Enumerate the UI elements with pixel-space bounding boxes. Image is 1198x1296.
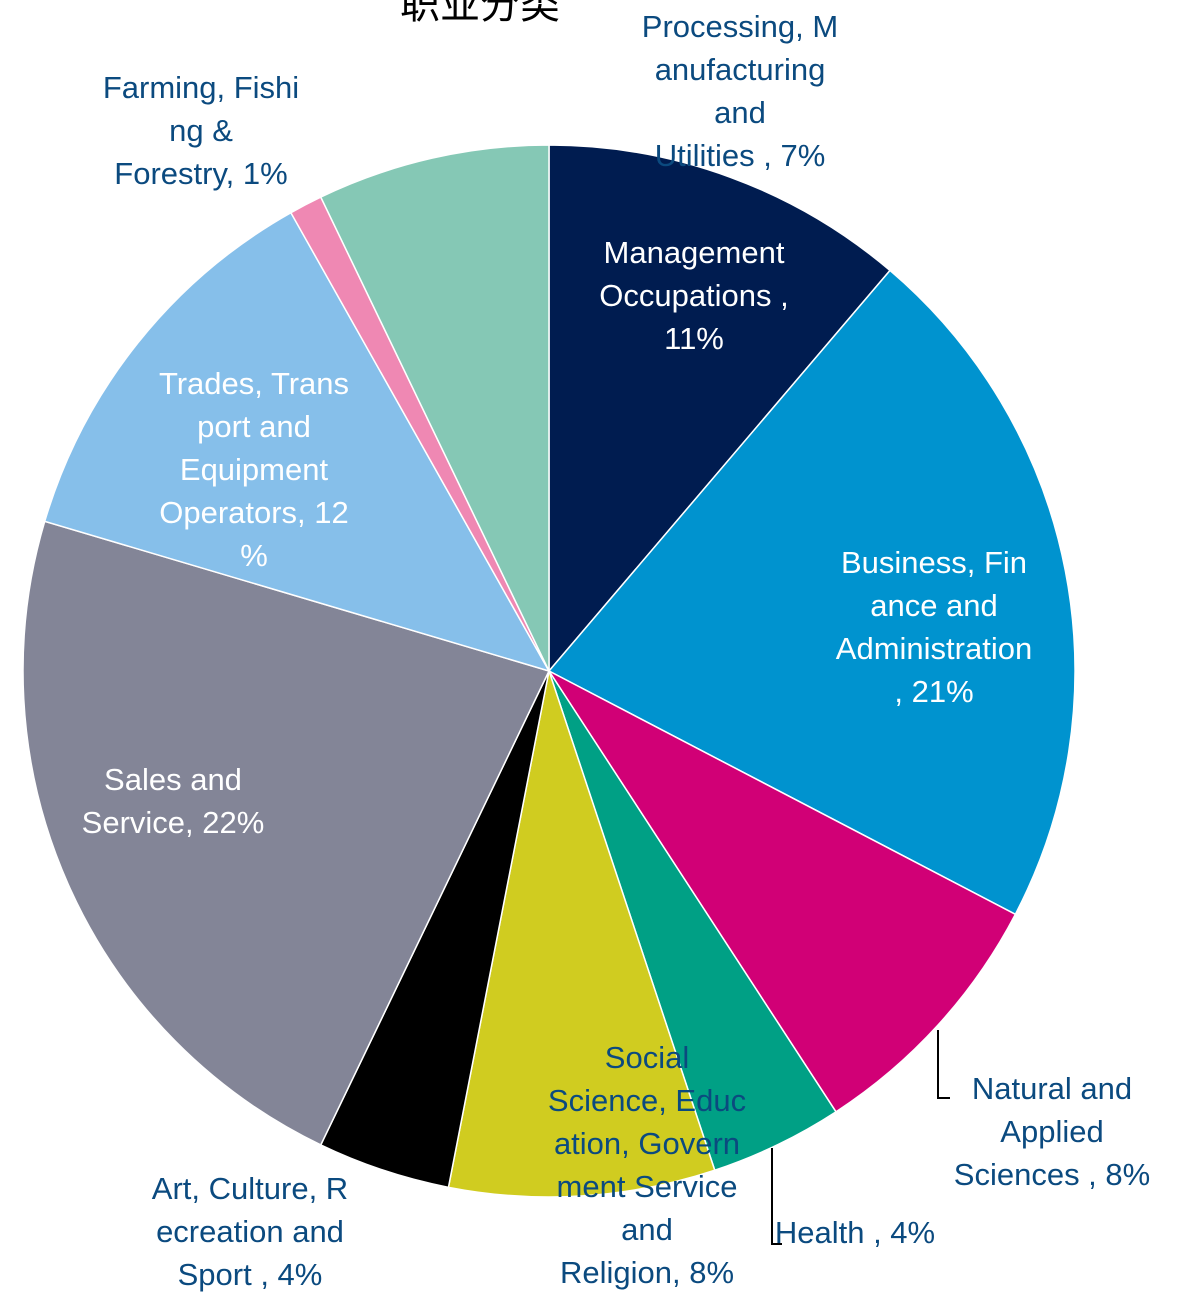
slice-label-line: ation, Govern bbox=[553, 1126, 741, 1161]
slice-label-0: Management Occupations , 11% bbox=[494, 231, 894, 360]
pie-slice-4 bbox=[447, 668, 716, 1198]
slice-label-4: Social Science, Educ ation, Govern ment Ser… bbox=[447, 1036, 847, 1294]
slice-label-line: and bbox=[621, 1212, 673, 1247]
slice-label-5: Art, Culture, R ecreation and Sport , 4% bbox=[50, 1167, 450, 1296]
slice-label-line: Religion, 8% bbox=[559, 1255, 735, 1290]
slice-label-line: Health , 4% bbox=[774, 1215, 936, 1250]
slice-label-line: Occupations , bbox=[599, 278, 789, 313]
slice-label-line: , 21% bbox=[894, 674, 974, 709]
slice-label-line: 11% bbox=[664, 321, 724, 356]
slice-label-line: ment Service bbox=[556, 1169, 738, 1204]
slice-label-line: ance and bbox=[870, 588, 998, 623]
pie-slice-9 bbox=[319, 144, 550, 672]
pie-slice-0 bbox=[548, 144, 892, 674]
leader-line-2 bbox=[937, 1030, 950, 1099]
slice-label-line: Farming, Fishi bbox=[102, 70, 300, 105]
slice-label-line: and bbox=[714, 95, 766, 130]
slice-label-line: Sales and bbox=[104, 762, 242, 797]
slice-label-line: Service, 22% bbox=[81, 805, 265, 840]
chart-title: 职业分类 bbox=[400, 0, 560, 28]
slice-label-line: Administration bbox=[835, 631, 1033, 666]
slice-label-line: % bbox=[240, 538, 268, 573]
leader-lines bbox=[771, 1030, 950, 1245]
pie-slice-7 bbox=[43, 211, 551, 673]
slice-label-line: anufacturing bbox=[654, 52, 826, 87]
slice-label-line: Natural and bbox=[971, 1071, 1133, 1106]
slice-label-2: Natural and Applied Sciences , 8% bbox=[852, 1067, 1198, 1196]
slice-label-line: Operators, 12 bbox=[159, 495, 349, 530]
leader-line-3 bbox=[771, 1148, 782, 1245]
slice-label-line: Art, Culture, R bbox=[151, 1171, 349, 1206]
slice-label-9: Processing, M anufacturing and Utilities , … bbox=[540, 5, 940, 177]
slice-label-line: Management bbox=[603, 235, 785, 270]
slice-label-line: Science, Educ bbox=[547, 1083, 747, 1118]
slice-label-line: Trades, Trans bbox=[158, 366, 350, 401]
slice-label-line: Equipment bbox=[179, 452, 329, 487]
slice-label-line: Forestry, 1% bbox=[114, 156, 288, 191]
slice-label-6: Sales and Service, 22% bbox=[0, 758, 373, 844]
pie-slice-6 bbox=[22, 520, 551, 1146]
slice-label-1: Business, Fin ance and Administration , 21% bbox=[734, 541, 1134, 713]
pie-slices bbox=[22, 144, 1076, 1198]
slice-label-7: Trades, Trans port and Equipment Operators,… bbox=[54, 362, 454, 577]
slice-label-line: Sciences , 8% bbox=[953, 1157, 1151, 1192]
slice-label-3: Health , 4% bbox=[655, 1211, 1055, 1254]
slice-label-line: port and bbox=[197, 409, 311, 444]
slice-label-line: ng & bbox=[169, 113, 233, 148]
slice-label-line: Processing, M bbox=[641, 9, 839, 44]
slice-label-line: Business, Fin bbox=[840, 545, 1028, 580]
slice-label-line: ecreation and bbox=[156, 1214, 344, 1249]
slice-label-line: Sport , 4% bbox=[177, 1257, 323, 1292]
pie-slice-2 bbox=[546, 669, 1017, 1113]
slice-label-line: Social bbox=[604, 1040, 690, 1075]
slice-label-line: Applied bbox=[1000, 1114, 1104, 1149]
pie-slice-1 bbox=[547, 269, 1076, 916]
slice-label-line: Utilities , 7% bbox=[654, 138, 826, 173]
slice-label-8: Farming, Fishi ng & Forestry, 1% bbox=[1, 66, 401, 195]
